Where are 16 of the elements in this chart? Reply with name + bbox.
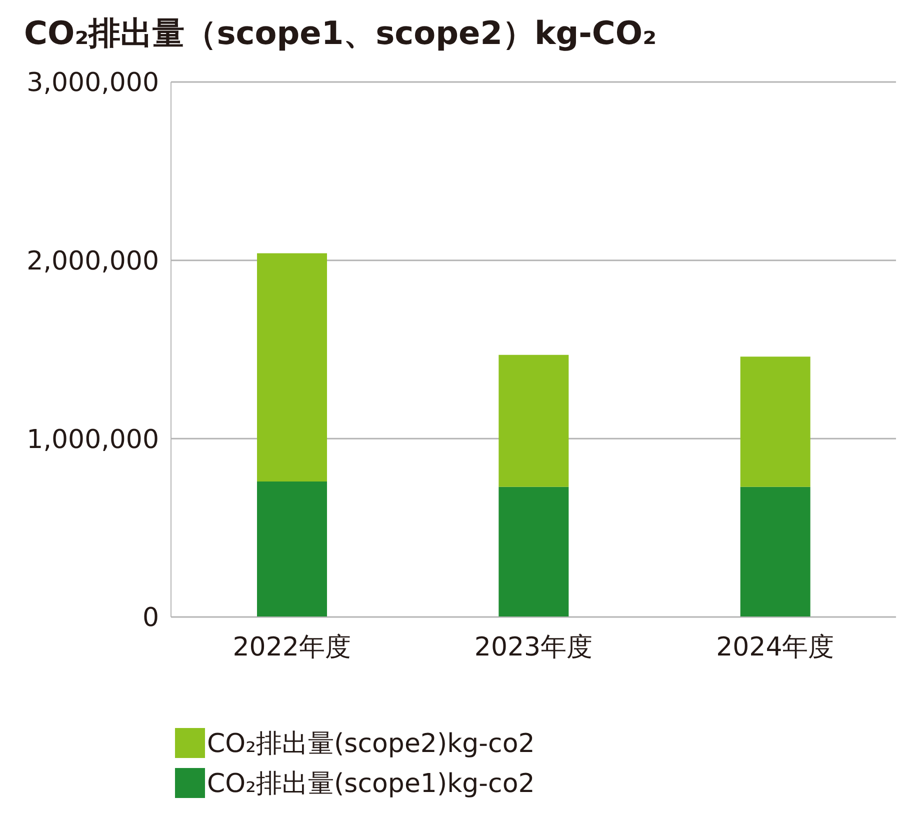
y-tick-label: 1,000,000 [26, 424, 159, 455]
x-tick-label: 2024年度 [716, 632, 834, 662]
chart-title: CO₂排出量（scope1、scope2）kg-CO₂ [23, 13, 658, 54]
bar [498, 486, 569, 617]
legend-label: CO₂排出量(scope2)kg-co2 [207, 728, 535, 760]
x-tick-label: 2023年度 [474, 632, 593, 662]
legend-label: CO₂排出量(scope1)kg-co2 [207, 768, 535, 800]
bar [257, 253, 327, 482]
x-tick-label: 2022年度 [232, 632, 351, 662]
y-tick-label: 0 [142, 603, 159, 634]
bar [740, 486, 810, 617]
y-tick-label: 2,000,000 [26, 246, 159, 277]
y-tick-label: 3,000,000 [26, 68, 159, 98]
bar [498, 354, 569, 487]
bar [740, 356, 810, 487]
bar [257, 481, 327, 617]
